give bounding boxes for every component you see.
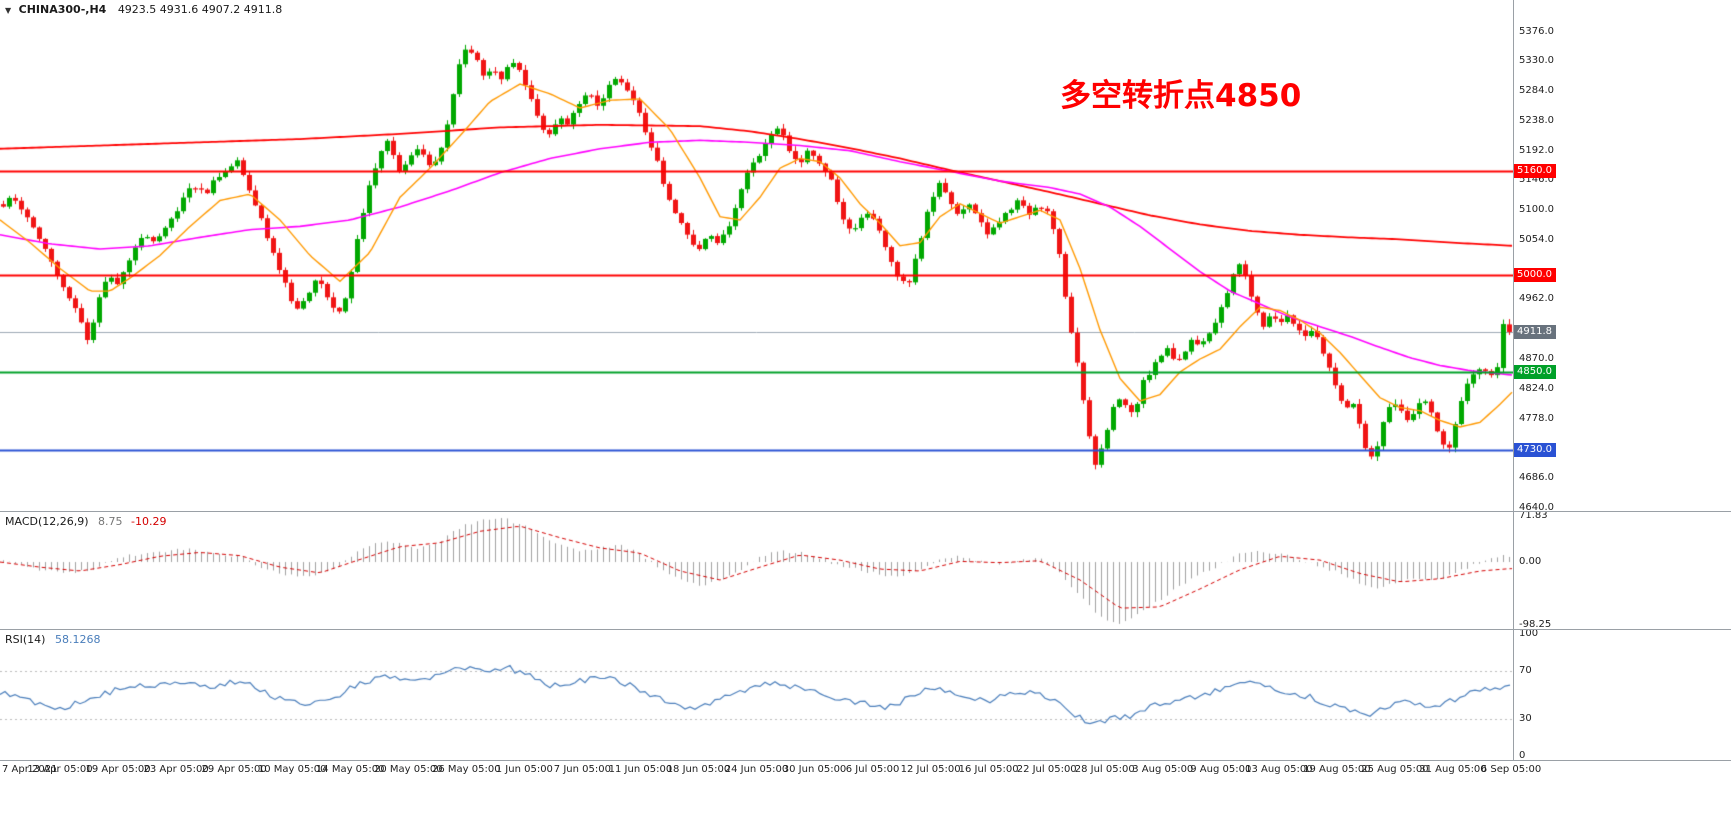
rsi-tick-label: 70 xyxy=(1519,664,1532,676)
price-tick-label: 4870.0 xyxy=(1519,352,1554,364)
macd-signal-value: -10.29 xyxy=(131,515,167,528)
time-axis-label: 11 Jun 05:00 xyxy=(608,764,673,775)
price-tick-label: 5146.0 xyxy=(1519,174,1554,186)
time-axis-label: 31 Aug 05:00 xyxy=(1419,764,1487,775)
time-axis-label: 1 Jun 05:00 xyxy=(495,764,553,775)
rsi-tick-label: 100 xyxy=(1519,628,1539,639)
current-price-badge: 4911.8 xyxy=(1514,324,1556,339)
time-axis-label: 30 Jun 05:00 xyxy=(782,764,847,775)
time-axis-label: 6 Jul 05:00 xyxy=(845,764,900,775)
price-tick-label: 5192.0 xyxy=(1519,144,1554,156)
time-axis-label: 19 Aug 05:00 xyxy=(1303,764,1371,775)
rsi-tick-label: 0 xyxy=(1519,750,1526,761)
scale-separator xyxy=(1513,0,1514,760)
symbol-timeframe-label: CHINA300-,H4 xyxy=(18,3,107,16)
time-axis-label: 14 May 05:00 xyxy=(315,764,385,775)
price-tick-label: 5100.0 xyxy=(1519,204,1554,216)
price-tick-label: 5054.0 xyxy=(1519,233,1554,245)
ohlc-values: 4923.5 4931.6 4907.2 4911.8 xyxy=(117,3,283,16)
macd-tick-label: 0.00 xyxy=(1519,556,1542,568)
panel-separator xyxy=(0,760,1731,761)
macd-indicator-label: MACD(12,26,9) 8.75 -10.29 xyxy=(5,515,167,528)
price-tick-label: 4640.0 xyxy=(1519,501,1554,513)
time-axis-label: 7 Jun 05:00 xyxy=(553,764,611,775)
price-level-badge: 4730.0 xyxy=(1514,442,1556,457)
time-axis-label: 10 May 05:00 xyxy=(257,764,327,775)
time-axis-label: 19 Apr 05:00 xyxy=(85,764,151,775)
price-level-badge: 5160.0 xyxy=(1514,164,1556,179)
price-tick-label: 4686.0 xyxy=(1519,472,1554,483)
time-axis-label: 9 Aug 05:00 xyxy=(1190,764,1252,775)
time-axis-label: 18 Jun 05:00 xyxy=(666,764,731,775)
symbol-dropdown-icon[interactable]: ▼ xyxy=(5,6,12,15)
price-scale[interactable]: 5376.0 5330.0 5284.0 5238.0 5192.0 5146.0 5100… xyxy=(1513,0,1731,761)
time-axis-label: 13 Aug 05:00 xyxy=(1245,764,1313,775)
candlestick-chart-canvas[interactable] xyxy=(0,0,1513,511)
macd-panel-canvas[interactable] xyxy=(0,512,1513,629)
chart-title: ▼ CHINA300-,H4 4923.5 4931.6 4907.2 4911… xyxy=(5,3,282,16)
price-tick-label: 5330.0 xyxy=(1519,55,1554,67)
panel-separator[interactable] xyxy=(0,629,1731,630)
time-axis-label: 26 May 05:00 xyxy=(432,764,501,775)
rsi-tick-label: 30 xyxy=(1519,713,1532,725)
time-axis-label: 24 Jun 05:00 xyxy=(724,764,789,775)
time-axis-label: 28 Jul 05:00 xyxy=(1074,764,1135,775)
chart-annotation-text: 多空转折点4850 xyxy=(1060,78,1302,114)
macd-tick-label: -98.25 xyxy=(1519,619,1552,630)
time-axis-label: 13 Apr 05:00 xyxy=(27,764,93,775)
time-axis-label: 25 Aug 05:00 xyxy=(1361,764,1429,775)
rsi-value: 58.1268 xyxy=(54,633,101,646)
price-tick-label: 4824.0 xyxy=(1519,382,1554,394)
price-tick-label: 4962.0 xyxy=(1519,293,1554,305)
rsi-name: RSI(14) xyxy=(5,633,46,646)
price-level-badge: 5000.0 xyxy=(1514,267,1556,282)
macd-name: MACD(12,26,9) xyxy=(5,515,89,528)
time-axis-label: 22 Jul 05:00 xyxy=(1016,764,1077,775)
time-axis[interactable]: 7 Apr 2021 13 Apr 05:00 19 Apr 05:00 23 Apr… xyxy=(0,764,1731,782)
time-axis-label: 12 Jul 05:00 xyxy=(900,764,961,775)
macd-main-value: 8.75 xyxy=(98,515,123,528)
time-axis-label: 23 Apr 05:00 xyxy=(143,764,209,775)
time-axis-label: 20 May 05:00 xyxy=(373,764,443,775)
price-tick-label: 5238.0 xyxy=(1519,114,1554,126)
panel-separator[interactable] xyxy=(0,511,1731,512)
price-level-badge: 4850.0 xyxy=(1514,364,1556,379)
price-tick-label: 4778.0 xyxy=(1519,412,1554,424)
time-axis-label: 16 Jul 05:00 xyxy=(958,764,1019,775)
time-axis-label: 29 Apr 05:00 xyxy=(201,764,267,775)
macd-tick-label: 71.83 xyxy=(1519,510,1548,521)
time-axis-label: 6 Sep 05:00 xyxy=(1480,764,1542,775)
price-tick-label: 5376.0 xyxy=(1519,25,1554,37)
time-axis-label: 7 Apr 2021 xyxy=(2,764,58,775)
time-axis-label: 3 Aug 05:00 xyxy=(1132,764,1194,775)
price-tick-label: 5284.0 xyxy=(1519,85,1554,97)
rsi-panel-canvas[interactable] xyxy=(0,630,1513,760)
rsi-indicator-label: RSI(14) 58.1268 xyxy=(5,633,100,646)
